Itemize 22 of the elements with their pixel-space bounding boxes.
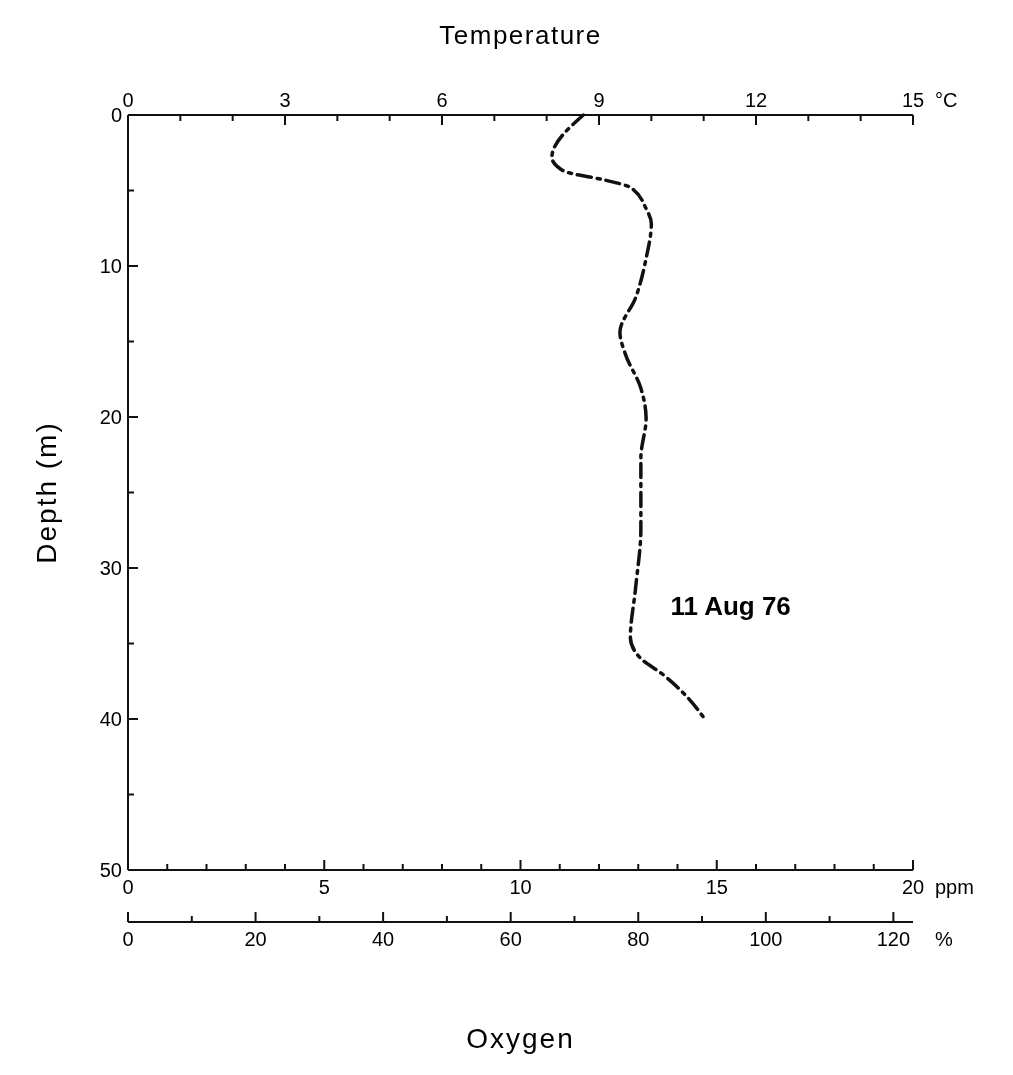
x2-tick-label: 3 [279,89,291,111]
x2-tick-label: 6 [436,89,448,111]
y-axis-title: Depth (m) [31,421,62,564]
y-tick-label: 30 [99,557,122,579]
x2-tick-label: 15 [901,89,925,111]
x2-axis-title: Temperature [439,20,602,50]
x-tick-label: 15 [705,876,728,898]
y-tick-label: 40 [99,708,122,730]
x2-tick-label: 9 [593,89,605,111]
percent-scale: 0 20 40 60 80 100 120 % [122,911,953,950]
series-label: 11 Aug 76 [670,591,791,622]
x-tick-label: 20 [901,876,925,898]
x-tick-label: 5 [318,876,330,898]
text: ppm [935,876,974,898]
y-tick-label: 0 [110,104,122,126]
x-tick-label: 10 [509,876,532,898]
x2-tick-label: 12 [744,89,768,111]
x-axis-title: Oxygen [466,1023,575,1054]
y-tick-label: 50 [99,859,122,881]
y-tick-label: 20 [99,406,122,428]
text: °C [935,89,958,111]
y-tick-label: 10 [99,255,122,277]
